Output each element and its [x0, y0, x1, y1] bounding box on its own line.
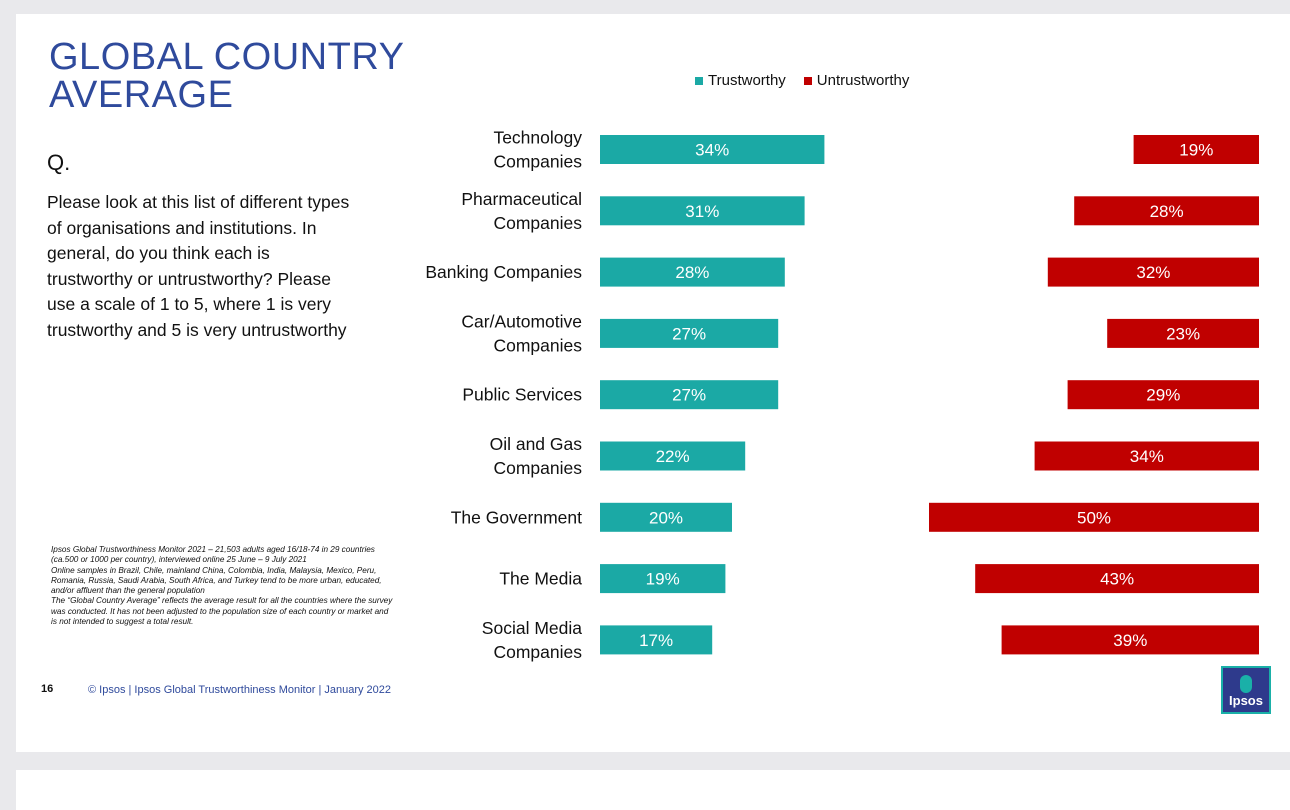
bar-label-trustworthy: 31%	[685, 202, 719, 221]
next-slide	[16, 770, 1290, 810]
category-label-line: Social Media	[482, 618, 582, 638]
bar-label-trustworthy: 27%	[672, 386, 706, 405]
bar-label-untrustworthy: 43%	[1100, 570, 1134, 589]
bar-label-untrustworthy: 34%	[1130, 447, 1164, 466]
legend-item-trustworthy: Trustworthy	[695, 72, 786, 89]
bar-untrustworthy	[929, 502, 1259, 532]
category-label: The Media	[499, 569, 582, 589]
category-label: Pharmaceutical Companies	[461, 189, 582, 233]
legend-label-untrustworthy: Untrustworthy	[816, 72, 910, 89]
bar-untrustworthy	[1107, 318, 1259, 348]
bar-trustworthy	[600, 441, 746, 471]
category-label-line: Companies	[493, 458, 582, 478]
bar-untrustworthy	[975, 564, 1259, 594]
bar-trustworthy	[600, 318, 779, 348]
logo-glyph-icon	[1240, 675, 1252, 693]
category-label: Social Media Companies	[482, 618, 582, 662]
category-label: Public Services	[462, 385, 582, 405]
category-label: The Government	[451, 507, 582, 527]
bar-trustworthy	[600, 564, 726, 594]
legend-swatch-untrustworthy	[803, 76, 812, 85]
category-label: Oil and Gas Companies	[490, 434, 583, 478]
bar-untrustworthy	[1001, 625, 1259, 655]
methodology-footnote: Ipsos Global Trustworthiness Monitor 202…	[51, 545, 393, 627]
bar-trustworthy	[600, 380, 779, 410]
bar-label-trustworthy: 28%	[675, 263, 709, 282]
category-label: Technology Companies	[493, 128, 582, 172]
bar-label-trustworthy: 27%	[672, 324, 706, 343]
category-label-line: Companies	[493, 642, 582, 662]
logo-text: Ipsos	[1229, 693, 1263, 708]
bar-trustworthy	[600, 502, 732, 532]
bar-trustworthy	[600, 135, 825, 164]
question-text: Please look at this list of different ty…	[47, 192, 350, 340]
bar-label-untrustworthy: 19%	[1179, 141, 1213, 160]
bar-label-trustworthy: 17%	[639, 631, 673, 650]
category-label-line: The Government	[451, 507, 582, 527]
category-label: Banking Companies	[425, 262, 582, 282]
bar-label-untrustworthy: 29%	[1146, 386, 1180, 405]
category-label-line: Oil and Gas	[490, 434, 583, 454]
category-label-line: Car/Automotive	[461, 311, 582, 331]
legend-swatch-trustworthy	[695, 76, 703, 85]
bar-untrustworthy	[1074, 196, 1259, 226]
bar-label-trustworthy: 20%	[649, 508, 683, 527]
category-label-line: Companies	[493, 213, 582, 233]
bar-label-untrustworthy: 28%	[1150, 202, 1184, 221]
bar-label-untrustworthy: 39%	[1113, 631, 1147, 650]
category-label-line: Technology	[493, 128, 582, 148]
bar-trustworthy	[600, 257, 785, 287]
page-number: 16	[41, 683, 54, 695]
title-line-1: GLOBAL COUNTRY	[49, 36, 405, 78]
bar-label-untrustworthy: 50%	[1077, 508, 1111, 527]
bar-label-trustworthy: 34%	[695, 141, 729, 160]
bar-label-untrustworthy: 23%	[1166, 324, 1200, 343]
bar-label-trustworthy: 19%	[646, 570, 680, 589]
legend-item-untrustworthy: Untrustworthy	[803, 72, 910, 89]
bar-label-untrustworthy: 32%	[1136, 263, 1170, 282]
category-label-line: Companies	[493, 335, 582, 355]
category-label-line: Banking Companies	[425, 262, 582, 282]
footer-text: © Ipsos | Ipsos Global Trustworthiness M…	[88, 684, 392, 696]
question-marker: Q.	[47, 150, 71, 175]
category-label-line: The Media	[499, 569, 582, 589]
bar-trustworthy	[600, 625, 713, 655]
legend-label-trustworthy: Trustworthy	[708, 72, 786, 89]
bar-untrustworthy	[1047, 257, 1259, 287]
bar-untrustworthy	[1067, 380, 1259, 410]
category-label-line: Pharmaceutical	[461, 189, 582, 209]
ipsos-logo: Ipsos	[1221, 666, 1271, 714]
bar-untrustworthy	[1034, 441, 1259, 471]
category-label: Car/Automotive Companies	[461, 311, 582, 355]
category-label-line: Companies	[493, 152, 582, 172]
title-line-2: AVERAGE	[49, 74, 234, 116]
chart-legend: Trustworthy Untrustworthy	[695, 72, 909, 89]
category-label-line: Public Services	[462, 385, 582, 405]
bar-untrustworthy	[1133, 135, 1259, 164]
bar-trustworthy	[600, 196, 805, 226]
bar-label-trustworthy: 22%	[656, 447, 690, 466]
slide-title: GLOBAL COUNTRY AVERAGE	[49, 38, 404, 114]
